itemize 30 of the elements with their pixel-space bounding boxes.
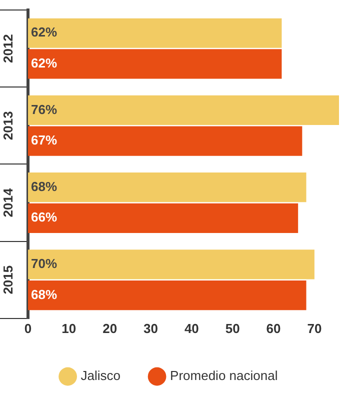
data-label: 67% xyxy=(31,132,58,148)
bar xyxy=(28,250,314,280)
bar xyxy=(28,49,282,79)
data-label: 68% xyxy=(31,286,58,302)
x-tick-label: 60 xyxy=(266,320,281,336)
legend-label: Jalisco xyxy=(80,368,121,384)
legend-label: Promedio nacional xyxy=(170,368,278,384)
bar xyxy=(28,18,282,48)
y-tick-label: 2013 xyxy=(0,111,16,140)
data-label: 62% xyxy=(31,24,58,40)
data-label: 66% xyxy=(31,210,58,225)
x-tick-label: 40 xyxy=(184,320,199,336)
x-tick-label: 50 xyxy=(225,320,240,336)
x-tick-label: 0 xyxy=(24,320,32,336)
x-tick-label: 30 xyxy=(144,320,158,336)
y-tick-label: 2014 xyxy=(0,188,16,218)
y-tick-label: 2015 xyxy=(0,265,16,294)
bar xyxy=(28,203,298,233)
x-tick-label: 10 xyxy=(62,320,76,336)
x-tick-label: 70 xyxy=(307,320,322,336)
bar xyxy=(28,126,302,156)
y-tick-label: 2012 xyxy=(0,34,16,64)
data-label: 76% xyxy=(31,102,58,117)
data-label: 62% xyxy=(31,56,58,71)
bar xyxy=(28,280,306,310)
bar xyxy=(28,172,306,202)
x-tick-label: 20 xyxy=(102,320,118,336)
data-label: 68% xyxy=(31,178,58,194)
data-label: 70% xyxy=(31,256,58,272)
bar xyxy=(28,95,339,126)
